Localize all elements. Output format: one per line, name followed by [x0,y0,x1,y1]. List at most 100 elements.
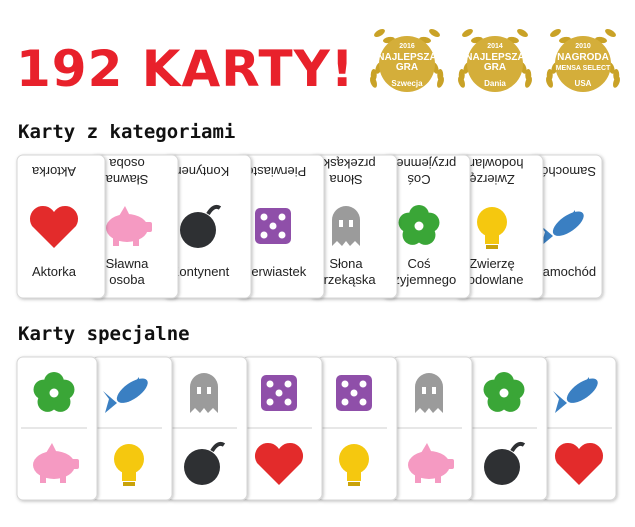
pig-icon [106,214,148,242]
award-text: NAGRODA [557,52,609,63]
card-label: przekąska [316,272,376,287]
award-text: NAJLEPSZA [377,52,436,63]
icon [106,206,152,246]
card-label-inverted: Aktorka [31,164,76,179]
laurel-leaf [370,69,377,81]
card-label-inverted: Coś [407,172,431,187]
bomb-icon [184,449,220,485]
dice-dot [359,380,367,388]
card-label: przyjemnego [382,272,456,287]
icon [33,443,79,483]
fish-tail [103,391,117,413]
award-text: GRA [484,62,506,73]
award-text: MENSA SELECT [556,65,611,72]
dice-dot [260,213,268,221]
title: 192 KARTY! [16,40,355,98]
card-label-inverted: Pierwiastek [239,164,306,179]
laurel-leaf [517,29,528,37]
icon [254,442,304,485]
card-label-inverted: osoba [109,156,145,171]
pig-icon [435,475,441,483]
card-label: Sławna [106,256,149,271]
ghost-icon [332,206,360,246]
dice-dot [275,389,283,397]
award-text: GRA [396,62,418,73]
laurel-leaf [550,29,561,37]
category-card: Kontynent Kontynent [162,154,252,299]
dice-dot [359,398,367,406]
special-card [316,356,398,501]
card-label: Samochód [534,264,596,279]
bomb-fuse [210,441,226,453]
bomb-icon [180,212,216,248]
ghost-icon [415,373,443,413]
special-card [241,356,323,501]
bulb-base [123,482,135,486]
icon [477,207,507,249]
ghost-eye [339,220,343,227]
section-heading: Karty z kategoriami [18,121,235,143]
bomb-fuse [206,204,222,216]
laurel-leaf [525,69,532,81]
dice-dot [341,398,349,406]
dice-dot [350,389,358,397]
fish-fin [567,210,575,222]
category-card: Samochód Samochód [527,154,603,299]
special-card [391,356,473,501]
card-label: Pierwiastek [240,264,307,279]
laurel-leaf [605,29,616,37]
pig-icon [46,443,57,453]
dice-dot [260,231,268,239]
card-label: Coś [407,256,431,271]
heart-icon [29,205,79,248]
ghost-eye [422,387,426,394]
dice-dot [269,222,277,230]
category-card: Aktorka Aktorka [16,154,106,299]
dice-dot [278,231,286,239]
card-label-inverted: przekąska [316,156,376,171]
laurel-leaf [458,69,465,81]
ghost-eye [197,387,201,394]
bulb-icon [347,471,361,481]
bomb-icon [484,449,520,485]
ghost-eye [349,220,353,227]
icon [336,375,372,411]
card-label-inverted: Słona [329,172,363,187]
fish-tail [539,224,553,246]
special-card [541,356,617,501]
dice-dot [284,398,292,406]
heart-icon [554,442,604,485]
special-card [166,356,248,501]
dice-dot [341,380,349,388]
pig-icon [60,475,66,483]
pig-icon [408,451,450,479]
card-label-inverted: Samochód [534,164,596,179]
award-place: USA [575,79,592,88]
award: 2010 NAGRODA MENSA SELECT USA [546,29,620,92]
icon [554,442,604,485]
icon [483,372,525,412]
award-badge [379,36,435,92]
ghost-eye [432,387,436,394]
icon [114,444,144,486]
icon [180,204,222,248]
flower-center [499,388,509,398]
fish-icon [552,211,584,236]
pig-icon [446,459,454,469]
laurel-leaf [429,29,440,37]
fish-icon [566,378,598,403]
laurel-leaf [613,69,620,81]
dice-dot [278,213,286,221]
flower-center [49,388,59,398]
pig-icon [113,238,119,246]
card-label-inverted: Zwierzę [469,172,515,187]
card-label-inverted: Kontynent [170,164,229,179]
category-cards: SamochódSamochódZwierzęZwierzęhodowlaneh… [16,154,603,299]
icon [184,441,226,485]
icon [255,208,291,244]
